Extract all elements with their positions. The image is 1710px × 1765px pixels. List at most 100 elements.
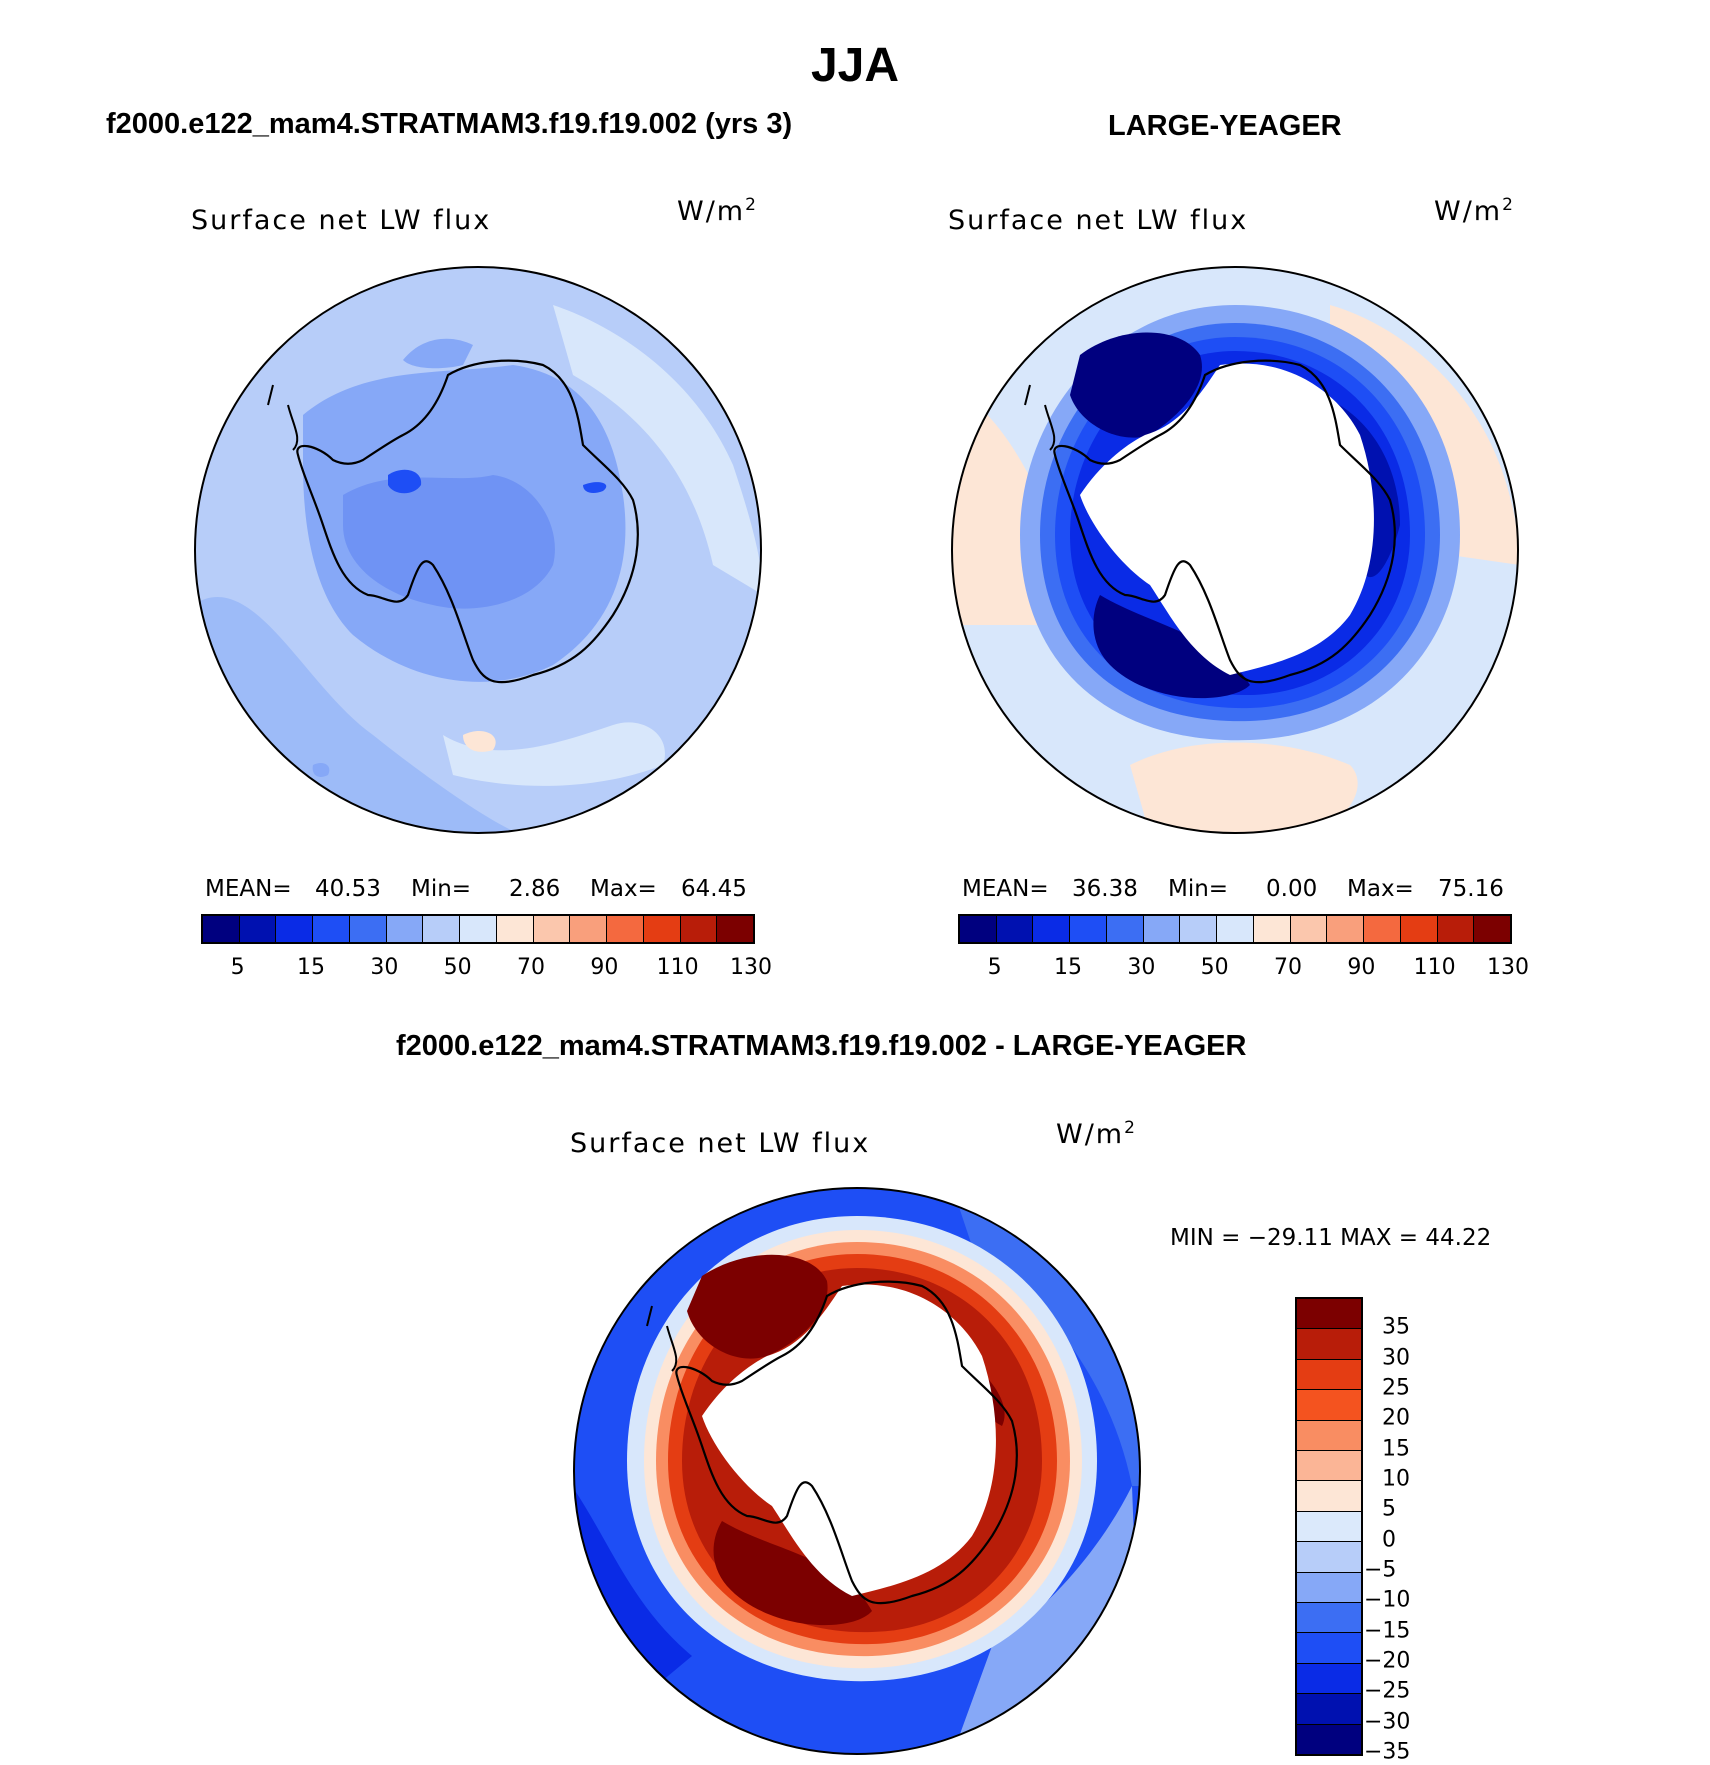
colorbar-swatch — [1143, 916, 1181, 942]
colorbar-swatch — [496, 916, 534, 942]
colorbar-swatch — [1070, 916, 1107, 942]
colorbar-swatch — [1297, 1451, 1361, 1482]
colorbar-swatch — [643, 916, 681, 942]
colorbar-tick-label: −10 — [1364, 1587, 1411, 1613]
diff-variable-label: Surface net LW flux — [570, 1128, 871, 1159]
colorbar-tick-label: 15 — [297, 955, 325, 980]
colorbar-swatch — [1297, 1724, 1361, 1755]
diff-colorbar — [1295, 1297, 1363, 1756]
colorbar-swatch — [203, 916, 240, 942]
colorbar-tick-label: 110 — [656, 955, 699, 980]
colorbar-swatch — [996, 916, 1034, 942]
colorbar-swatch — [717, 916, 754, 942]
obs-min-label: Min= — [1168, 876, 1229, 902]
colorbar-tick-label: 70 — [517, 955, 545, 980]
model-polar-map — [194, 266, 762, 834]
colorbar-swatch — [1297, 1511, 1361, 1543]
model-panel-header: f2000.e122_mam4.STRATMAM3.f19.f19.002 (y… — [106, 108, 793, 140]
colorbar-tick-label: −20 — [1364, 1648, 1411, 1674]
colorbar-tick-label: 15 — [1382, 1436, 1410, 1462]
colorbar-tick-label: −5 — [1364, 1557, 1397, 1583]
colorbar-swatch — [1297, 1694, 1361, 1725]
obs-variable-label: Surface net LW flux — [948, 205, 1249, 236]
model-min-label: Min= — [411, 876, 472, 902]
colorbar-swatch — [1297, 1359, 1361, 1391]
colorbar-tick-label: 50 — [443, 955, 472, 980]
model-colorbar — [201, 914, 755, 944]
colorbar-tick-label: 130 — [730, 955, 772, 980]
colorbar-swatch — [1253, 916, 1291, 942]
colorbar-swatch — [960, 916, 997, 942]
colorbar-tick-label: 110 — [1413, 955, 1456, 980]
model-max-value: 64.45 — [681, 876, 747, 902]
colorbar-swatch — [533, 916, 571, 942]
colorbar-swatch — [1106, 916, 1144, 942]
colorbar-tick-label: −25 — [1364, 1678, 1411, 1704]
obs-max-label: Max= — [1347, 876, 1414, 902]
colorbar-swatch — [1297, 1542, 1361, 1573]
colorbar-tick-label: 30 — [1127, 955, 1156, 980]
diff-colorbar-ticks: 35 30 25 20 15 10 5 0 −5 −10 −15 −20 −25 −30 −35 — [1364, 1297, 1450, 1765]
model-min-value: 2.86 — [509, 876, 561, 902]
colorbar-swatch — [1327, 916, 1365, 942]
colorbar-swatch — [423, 916, 461, 942]
colorbar-swatch — [1297, 1572, 1361, 1604]
colorbar-swatch — [1297, 1329, 1361, 1360]
diff-minmax: MIN = −29.11 MAX = 44.22 — [1170, 1225, 1492, 1251]
model-variable-label: Surface net LW flux — [191, 205, 492, 236]
colorbar-tick-label: 30 — [1382, 1345, 1410, 1371]
colorbar-swatch — [1180, 916, 1218, 942]
colorbar-tick-label: 25 — [1382, 1375, 1410, 1401]
colorbar-tick-label: 5 — [987, 955, 1002, 980]
colorbar-swatch — [680, 916, 718, 942]
obs-polar-map — [951, 266, 1519, 834]
diff-panel-header: f2000.e122_mam4.STRATMAM3.f19.f19.002 - … — [396, 1030, 1247, 1062]
colorbar-tick-label: 130 — [1487, 955, 1529, 980]
colorbar-tick-label: 70 — [1274, 955, 1302, 980]
colorbar-swatch — [1217, 916, 1254, 942]
figure-title: JJA — [810, 39, 900, 92]
model-unit-label: W/m2 — [677, 195, 758, 227]
colorbar-swatch — [1474, 916, 1511, 942]
colorbar-tick-label: −30 — [1364, 1709, 1411, 1735]
obs-colorbar — [958, 914, 1512, 944]
colorbar-swatch — [1297, 1299, 1361, 1330]
colorbar-tick-label: 50 — [1200, 955, 1229, 980]
colorbar-swatch — [1364, 916, 1401, 942]
obs-max-value: 75.16 — [1438, 876, 1504, 902]
model-mean-value: 40.53 — [315, 876, 381, 902]
colorbar-tick-label: 5 — [230, 955, 245, 980]
colorbar-swatch — [1297, 1663, 1361, 1695]
obs-mean-label: MEAN= — [962, 876, 1049, 902]
colorbar-tick-label: 15 — [1054, 955, 1082, 980]
colorbar-tick-label: 0 — [1382, 1527, 1396, 1553]
model-mean-label: MEAN= — [205, 876, 292, 902]
colorbar-swatch — [1290, 916, 1328, 942]
colorbar-swatch — [1033, 916, 1071, 942]
colorbar-swatch — [460, 916, 497, 942]
colorbar-tick-label: 90 — [1347, 955, 1376, 980]
colorbar-tick-label: 35 — [1382, 1314, 1410, 1340]
colorbar-swatch — [1297, 1420, 1361, 1452]
colorbar-tick-label: 30 — [370, 955, 399, 980]
obs-mean-value: 36.38 — [1072, 876, 1138, 902]
colorbar-swatch — [1437, 916, 1475, 942]
colorbar-swatch — [1297, 1481, 1361, 1512]
diff-polar-map — [573, 1187, 1141, 1755]
model-max-label: Max= — [590, 876, 657, 902]
colorbar-swatch — [1297, 1633, 1361, 1664]
obs-panel-header: LARGE-YEAGER — [1108, 110, 1342, 142]
colorbar-swatch — [1400, 916, 1438, 942]
obs-unit-label: W/m2 — [1434, 195, 1515, 227]
diff-unit-label: W/m2 — [1056, 1118, 1137, 1150]
colorbar-swatch — [276, 916, 314, 942]
colorbar-tick-label: 10 — [1382, 1466, 1410, 1492]
colorbar-swatch — [349, 916, 387, 942]
colorbar-tick-label: −35 — [1364, 1739, 1411, 1765]
colorbar-tick-label: 20 — [1382, 1405, 1410, 1431]
colorbar-swatch — [386, 916, 424, 942]
colorbar-tick-label: −15 — [1364, 1618, 1411, 1644]
colorbar-swatch — [570, 916, 608, 942]
colorbar-swatch — [239, 916, 277, 942]
colorbar-swatch — [1297, 1390, 1361, 1421]
